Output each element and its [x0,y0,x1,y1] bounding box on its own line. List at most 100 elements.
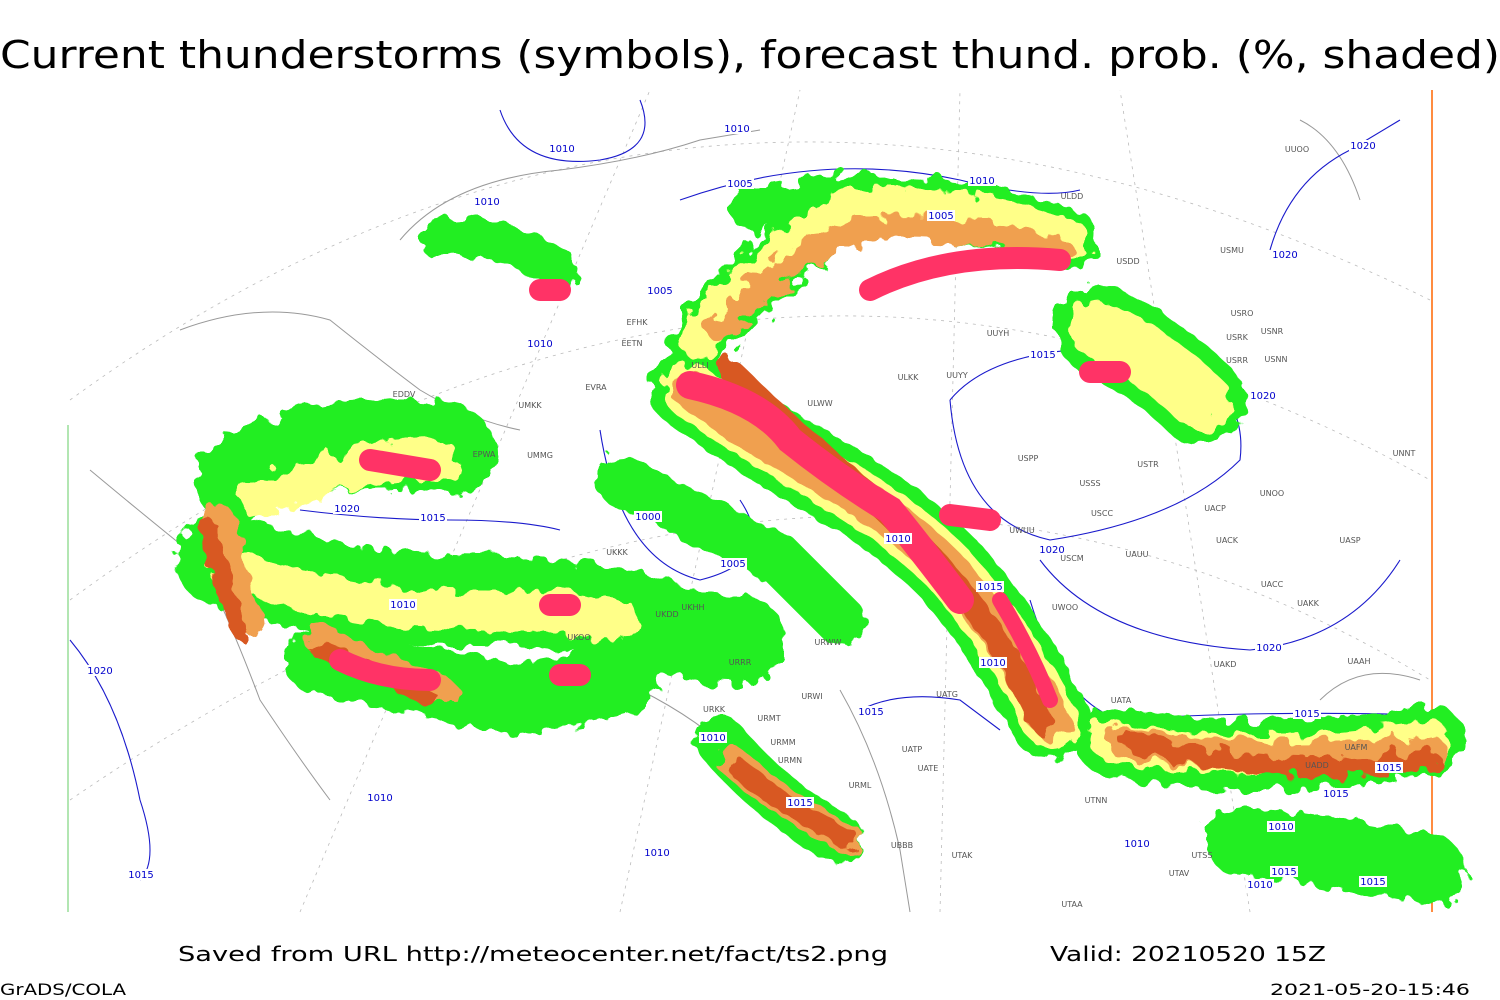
station-code: USNN [1265,355,1288,364]
station-code: USRO [1231,309,1254,318]
isobar-label-bg [419,512,447,523]
isobar-label-bg [884,533,912,544]
isobar-label-bg [1267,821,1295,832]
isobar-label: 1010 [1124,839,1149,850]
isobar-label-bg [927,210,955,221]
station-code: EVRA [585,383,607,392]
station-code: UAFM [1345,743,1368,752]
isobar-label: 1005 [647,286,672,297]
station-code: UKDD [655,610,678,619]
station-code: UKHH [681,603,704,612]
station-code: UTAK [952,851,974,860]
station-code: UKOO [567,633,590,642]
isobar-label-bg [1255,642,1283,653]
isobar-label: 1015 [1323,789,1348,800]
station-code: UUOO [1285,145,1309,154]
isobar-label: 1010 [474,197,499,208]
isobar-label: 1005 [720,559,745,570]
station-code: URMT [757,714,780,723]
isobar-label-bg [1322,788,1350,799]
isobar-label-bg [723,123,751,134]
isobar-label: 1015 [128,870,153,881]
isobar-label: 1015 [858,707,883,718]
isobar-label: 1010 [700,733,725,744]
station-code: URRR [729,658,752,667]
station-code: ULLI [691,361,708,370]
station-code: USMU [1220,246,1244,255]
isobar-label: 1010 [1268,822,1293,833]
isobar-label-bg [1249,390,1277,401]
isobar-label: 1020 [1256,643,1281,654]
station-code: EDDV [393,390,416,399]
station-code: UTAV [1169,869,1190,878]
isobar-label-bg [857,706,885,717]
station-code: UWUU [1009,526,1035,535]
station-code: UACP [1204,504,1226,513]
station-code: UMKK [518,401,542,410]
station-code: USRR [1226,356,1248,365]
station-code: URWW [815,638,842,647]
station-code: USCC [1091,509,1114,518]
title: Current thunderstorms (symbols), forecas… [0,33,1500,77]
isobar-label: 1010 [1247,880,1272,891]
isobar-label-bg [127,869,155,880]
station-code: UKKK [606,548,628,557]
isobar-label: 1015 [1376,763,1401,774]
isobar-label-bg [366,792,394,803]
isobar-label-bg [699,732,727,743]
station-code: ULDD [1061,192,1084,201]
station-code: USPP [1018,454,1039,463]
station-code: UATG [936,690,958,699]
isobar-label-bg [1359,876,1387,887]
station-code: USDD [1116,257,1139,266]
isobar-label-bg [646,285,674,296]
isobar-label-bg [86,665,114,676]
isobar-label-bg [634,511,662,522]
station-code: UADD [1305,761,1329,770]
isobar-label: 1015 [1271,867,1296,878]
station-code: URMM [770,738,795,747]
station-code: UATE [918,764,939,773]
station-code: USRK [1226,333,1248,342]
isobar-label: 1020 [1039,545,1064,556]
isobar-label-bg [1375,762,1403,773]
thunderstorm-symbols [329,247,1131,708]
isobar-label: 1015 [977,582,1002,593]
station-code: USCM [1060,554,1084,563]
isobar-label-bg [726,178,754,189]
isobar-label: 1010 [969,176,994,187]
station-code: URKK [703,705,726,714]
isobar-label-bg [1270,866,1298,877]
isobar-label-bg [1246,879,1274,890]
station-code: UATA [1111,696,1132,705]
station-code: UASP [1339,536,1360,545]
isobar-label: 1010 [724,124,749,135]
footer-timestamp: 2021-05-20-15:46 [1270,980,1470,999]
isobar-label-bg [1349,140,1377,151]
station-code: UMMG [527,451,553,460]
station-code: UACK [1216,536,1239,545]
isobar-label: 1010 [549,144,574,155]
isobar-label-bg [1293,708,1321,719]
station-code: UAUU [1125,550,1148,559]
station-code: UACC [1261,580,1284,589]
isobar-label: 1015 [1360,877,1385,888]
station-code: ULWW [807,399,832,408]
isobar-label-bg [526,338,554,349]
station-code: ULKK [898,373,920,382]
isobar-label: 1015 [1030,350,1055,361]
isobar-label: 1010 [980,658,1005,669]
station-code: UBBB [891,841,913,850]
isobar-label: 1010 [885,534,910,545]
station-code: EETN [622,339,643,348]
isobar-label: 1020 [1272,250,1297,261]
footer-software: GrADS/COLA [0,980,126,999]
station-code: UWOO [1052,603,1078,612]
isobar-label-bg [979,657,1007,668]
footer-source: Saved from URL http://meteocenter.net/fa… [178,942,888,966]
station-code: UUYY [946,371,968,380]
station-code: UNOO [1260,489,1284,498]
isobar-label: 1015 [420,513,445,524]
station-code: EFHK [627,318,649,327]
isobar-label-bg [1123,838,1151,849]
